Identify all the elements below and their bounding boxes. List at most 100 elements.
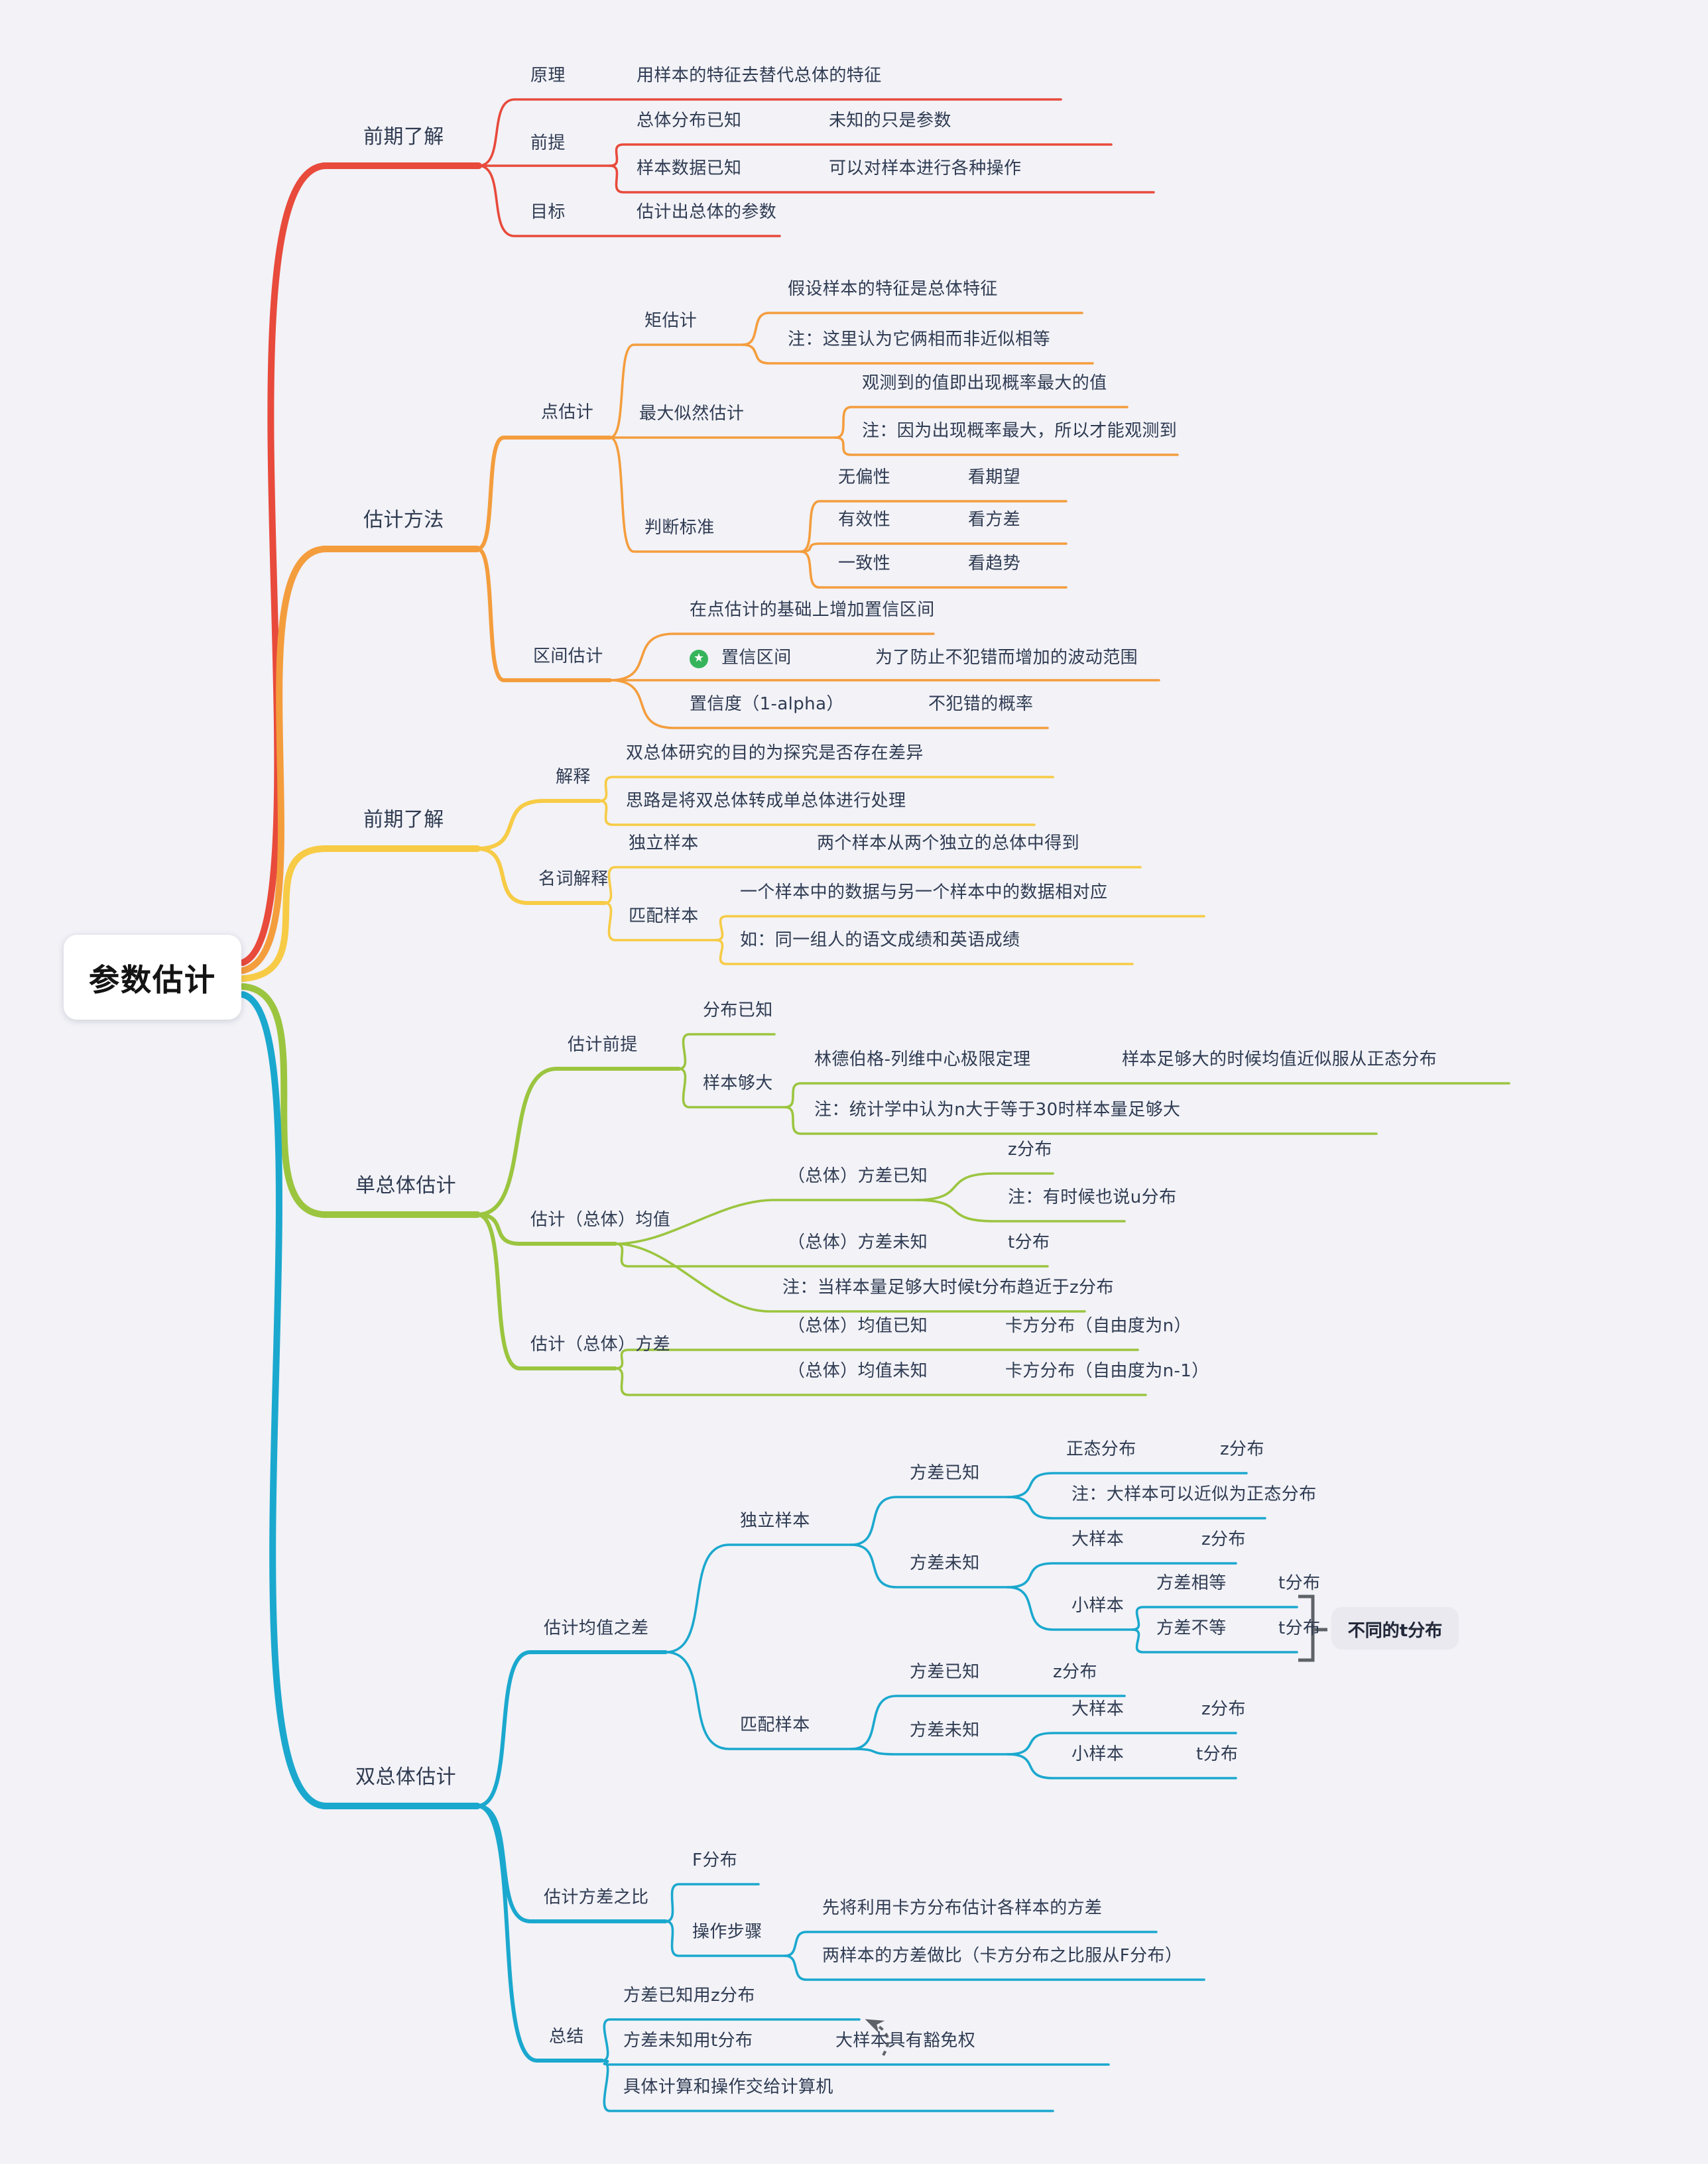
node-o_dian[interactable]: 点估计	[541, 403, 594, 423]
node-o_p1_val[interactable]: 看期望	[968, 468, 1021, 488]
node-g_j1[interactable]: （总体）方差已知	[788, 1167, 928, 1187]
node-y_jieshi[interactable]: 解释	[556, 768, 591, 788]
node-r_yuanli_val[interactable]: 用样本的特征去替代总体的特征	[637, 66, 882, 86]
node-g_j1b[interactable]: 注：有时候也说u分布	[1008, 1188, 1177, 1208]
node-r_mubiao[interactable]: 目标	[530, 203, 566, 223]
node-y_duli_val[interactable]: 两个样本从两个独立的总体中得到	[817, 834, 1080, 854]
node-b_p2b[interactable]: 小样本	[1071, 1745, 1125, 1765]
node-g_junzhi[interactable]: 估计（总体）均值	[530, 1211, 671, 1231]
node-g_j2[interactable]: （总体）方差未知	[788, 1233, 928, 1253]
node-m5[interactable]: 双总体估计	[355, 1765, 457, 1789]
node-b_caozuo[interactable]: 操作步骤	[692, 1923, 762, 1943]
node-g_f2[interactable]: （总体）均值未知	[788, 1362, 928, 1382]
node-y_j1[interactable]: 双总体研究的目的为探究是否存在差异	[626, 744, 924, 764]
root-node[interactable]: 参数估计	[64, 935, 241, 1020]
node-y_mingci[interactable]: 名词解释	[538, 870, 609, 890]
node-o_q3[interactable]: 置信度（1-alpha）	[690, 695, 844, 715]
node-g_j1a[interactable]: z分布	[1008, 1140, 1052, 1160]
node-y_duli[interactable]: 独立样本	[629, 834, 699, 854]
node-b_junzhi[interactable]: 估计均值之差	[544, 1619, 649, 1639]
node-y_p2[interactable]: 如：同一组人的语文成绩和英语成绩	[740, 931, 1020, 951]
node-g_fangcha[interactable]: 估计（总体）方差	[530, 1335, 671, 1355]
node-b_d1b[interactable]: 注：大样本可以近似为正态分布	[1071, 1485, 1317, 1505]
node-o_zd2[interactable]: 注：因为出现概率最大，所以才能观测到	[862, 422, 1178, 442]
branch-line-g_j3	[614, 1242, 1086, 1313]
node-g_q2a_val[interactable]: 样本足够大的时候均值近似服从正态分布	[1122, 1050, 1437, 1070]
node-o_q3_val[interactable]: 不犯错的概率	[928, 695, 1034, 715]
node-b_d1a_val[interactable]: z分布	[1220, 1440, 1264, 1460]
node-g_qianti[interactable]: 估计前提	[568, 1036, 638, 1055]
root-label: 参数估计	[89, 964, 216, 998]
node-o_p3_val[interactable]: 看趋势	[968, 554, 1021, 574]
node-m1[interactable]: 前期了解	[363, 125, 444, 149]
node-o_pan[interactable]: 判断标准	[644, 518, 715, 538]
branch-line-o_ju2	[741, 343, 1094, 365]
node-b_d2b[interactable]: 小样本	[1071, 1596, 1125, 1616]
node-o_q1[interactable]: 在点估计的基础上增加置信区间	[690, 601, 935, 621]
node-g_q2b[interactable]: 注：统计学中认为n大于等于30时样本量足够大	[814, 1101, 1181, 1120]
node-b_p2a[interactable]: 大样本	[1071, 1700, 1125, 1720]
node-b_p2[interactable]: 方差未知	[910, 1721, 980, 1741]
node-o_ju2[interactable]: 注：这里认为它俩相而非近似相等	[788, 330, 1051, 350]
node-o_zuida[interactable]: 最大似然估计	[639, 404, 745, 424]
node-b_c1[interactable]: 先将利用卡方分布估计各样本的方差	[822, 1899, 1103, 1919]
node-y_p1[interactable]: 一个样本中的数据与另一个样本中的数据相对应	[740, 883, 1108, 903]
node-b_f1[interactable]: F分布	[692, 1851, 738, 1871]
node-b_d2[interactable]: 方差未知	[910, 1554, 980, 1574]
branch-line-r_zongti	[609, 143, 1113, 167]
node-g_f2_val[interactable]: 卡方分布（自由度为n-1）	[1005, 1362, 1209, 1382]
node-r_yangben[interactable]: 样本数据已知	[637, 159, 742, 179]
node-b_z1[interactable]: 方差已知用z分布	[623, 1986, 755, 2006]
t-dist-callout[interactable]: 不同的t分布	[1331, 1607, 1459, 1650]
node-b_pipei[interactable]: 匹配样本	[740, 1716, 810, 1736]
branch-line-y_mingci	[475, 847, 607, 905]
node-o_q2[interactable]: 置信区间	[721, 648, 792, 668]
node-r_yangben_val[interactable]: 可以对样本进行各种操作	[829, 159, 1022, 179]
node-r_zongti_val[interactable]: 未知的只是参数	[829, 111, 951, 131]
node-g_q2a[interactable]: 林德伯格-列维中心极限定理	[814, 1050, 1031, 1070]
node-b_s2[interactable]: 方差不等	[1156, 1619, 1227, 1639]
node-y_j2[interactable]: 思路是将双总体转成单总体进行处理	[626, 792, 906, 812]
node-m3[interactable]: 前期了解	[363, 808, 444, 831]
node-b_c2[interactable]: 两样本的方差做比（卡方分布之比服从F分布）	[822, 1947, 1183, 1966]
node-g_f1_val[interactable]: 卡方分布（自由度为n）	[1005, 1317, 1191, 1337]
node-g_j2_val[interactable]: t分布	[1008, 1233, 1050, 1253]
node-b_p1_val[interactable]: z分布	[1053, 1663, 1097, 1683]
node-b_d1[interactable]: 方差已知	[910, 1464, 980, 1484]
node-b_s2_val[interactable]: t分布	[1278, 1619, 1321, 1639]
node-o_ju1[interactable]: 假设样本的特征是总体特征	[788, 280, 998, 300]
node-o_p2_val[interactable]: 看方差	[968, 511, 1021, 530]
node-b_s1_val[interactable]: t分布	[1278, 1574, 1321, 1594]
node-b_z3[interactable]: 具体计算和操作交给计算机	[623, 2078, 833, 2098]
node-r_mubiao_val[interactable]: 估计出总体的参数	[637, 203, 777, 223]
node-b_duli[interactable]: 独立样本	[740, 1512, 810, 1532]
node-b_p2a_val[interactable]: z分布	[1201, 1700, 1246, 1720]
node-g_j3[interactable]: 注：当样本量足够大时候t分布趋近于z分布	[782, 1278, 1114, 1298]
node-o_ju[interactable]: 矩估计	[644, 312, 698, 331]
node-g_q2[interactable]: 样本够大	[703, 1074, 773, 1094]
node-b_zongjie[interactable]: 总结	[549, 2027, 584, 2047]
node-b_d2a_val[interactable]: z分布	[1201, 1530, 1246, 1550]
node-o_q2_val[interactable]: 为了防止不犯错而增加的波动范围	[875, 648, 1138, 668]
node-r_zongti[interactable]: 总体分布已知	[637, 111, 742, 131]
node-o_qujian[interactable]: 区间估计	[533, 647, 603, 667]
node-b_z2_val[interactable]: 大样本具有豁免权	[835, 2031, 976, 2051]
node-b_p1[interactable]: 方差已知	[910, 1663, 980, 1683]
node-y_pipei[interactable]: 匹配样本	[629, 907, 699, 927]
node-o_zd1[interactable]: 观测到的值即出现概率最大的值	[862, 374, 1107, 394]
node-b_z2[interactable]: 方差未知用t分布	[623, 2031, 753, 2051]
node-b_d1a[interactable]: 正态分布	[1066, 1440, 1136, 1460]
node-r_yuanli[interactable]: 原理	[530, 66, 566, 86]
node-r_qianti[interactable]: 前提	[530, 134, 566, 154]
node-o_p1[interactable]: 无偏性	[838, 468, 891, 488]
node-b_fangchabi[interactable]: 估计方差之比	[544, 1888, 649, 1908]
node-b_p2b_val[interactable]: t分布	[1196, 1745, 1239, 1765]
node-m4[interactable]: 单总体估计	[355, 1173, 457, 1197]
node-o_p3[interactable]: 一致性	[838, 554, 891, 574]
node-g_f1[interactable]: （总体）均值已知	[788, 1317, 928, 1337]
node-b_s1[interactable]: 方差相等	[1156, 1574, 1227, 1594]
node-m2[interactable]: 估计方法	[363, 508, 444, 532]
node-g_q1[interactable]: 分布已知	[703, 1001, 773, 1021]
node-o_p2[interactable]: 有效性	[838, 511, 891, 530]
node-b_d2a[interactable]: 大样本	[1071, 1530, 1125, 1550]
